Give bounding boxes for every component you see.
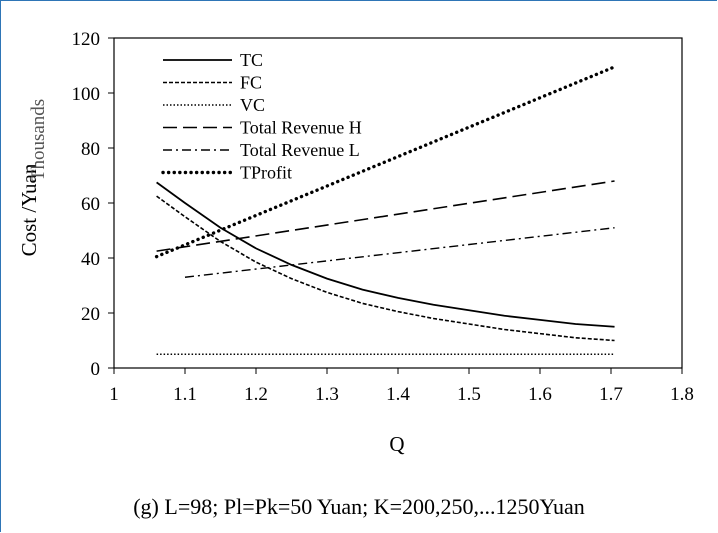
legend-label: Total Revenue H [240, 118, 362, 138]
series-line-fc [156, 195, 615, 342]
legend-label: Total Revenue L [240, 140, 360, 160]
x-tick-label: 1.8 [670, 384, 694, 405]
legend-label: TProfit [240, 163, 292, 183]
y-tick-label: 0 [91, 359, 101, 380]
y-tick-label: 60 [81, 194, 100, 215]
y-tick-label: 100 [72, 84, 101, 105]
y-tick-label: 40 [81, 249, 100, 270]
x-axis-label: Q [389, 432, 404, 456]
y-tick-label: 80 [81, 139, 100, 160]
plot-area-border [113, 37, 683, 369]
series-lines [154, 65, 617, 355]
x-tick-label: 1 [109, 384, 119, 405]
x-tick-label: 1.5 [457, 384, 481, 405]
x-tick-label: 1.4 [386, 384, 410, 405]
x-tick-label: 1.7 [599, 384, 623, 405]
x-tick-label: 1.3 [315, 384, 339, 405]
line-chart: 1 1.1 1.2 1.3 1.4 1.5 1.6 1.7 1.8 0 20 40 60 80 100 120… [17, 29, 694, 456]
x-tick-label: 1.6 [528, 384, 552, 405]
series-line-total-revenue-h [156, 180, 615, 252]
y-axis-multiplier-label: Thousands [28, 99, 49, 181]
series-line-tprofit [154, 65, 617, 259]
y-tick-label: 120 [72, 29, 101, 50]
x-tick-label: 1.2 [244, 384, 268, 405]
series-line-tc [156, 181, 615, 328]
y-axis-label: Cost /Yuan [17, 163, 41, 256]
series-line-total-revenue-l [184, 227, 615, 278]
y-tick-label: 20 [81, 304, 100, 325]
x-tick-label: 1.1 [173, 384, 197, 405]
legend-label: VC [240, 95, 265, 115]
legend-label: FC [240, 73, 262, 93]
axes: 1 1.1 1.2 1.3 1.4 1.5 1.6 1.7 1.8 0 20 40 60 80 100 120 [72, 29, 694, 405]
figure-caption: (g) L=98; Pl=Pk=50 Yuan; K=200,250,...12… [133, 494, 585, 519]
legend-label: TC [240, 50, 263, 70]
